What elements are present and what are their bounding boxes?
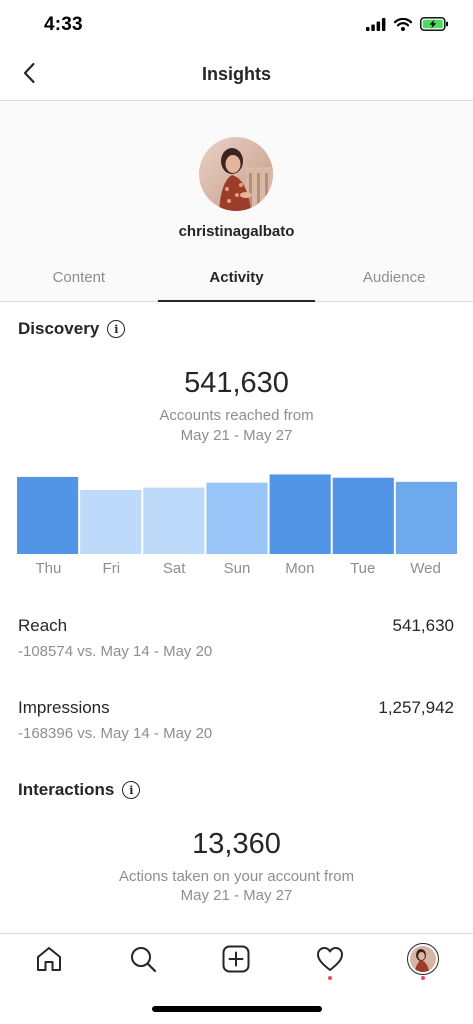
accounts-reached-value: 541,630 [184, 367, 289, 399]
home-icon [35, 945, 63, 978]
profile-notification-dot [421, 976, 425, 980]
info-icon[interactable]: i [107, 320, 126, 338]
chart-bar-wed[interactable] [395, 481, 457, 554]
chart-bar-sun[interactable] [206, 482, 268, 554]
interactions-title: Interactions [18, 780, 115, 799]
reach-comparison: -108574 vs. May 14 - May 20 [18, 643, 213, 660]
add-post-icon [222, 945, 250, 978]
chevron-left-icon [22, 62, 36, 89]
chart-label-fri: Fri [102, 560, 121, 577]
battery-charging-icon [420, 17, 449, 36]
new-post-tab[interactable] [219, 944, 253, 978]
insights-tabs: Content Activity Audience [0, 259, 473, 302]
chart-label-tue: Tue [350, 560, 376, 577]
chart-bar-fri[interactable] [80, 490, 142, 554]
actions-taken-caption: Actions taken on your account from [118, 868, 355, 885]
page-title: Insights [201, 64, 271, 84]
status-time: 4:33 [44, 14, 83, 35]
actions-taken-value: 13,360 [192, 828, 281, 860]
info-icon[interactable]: i [122, 781, 141, 799]
profile-avatar [407, 942, 439, 980]
profile-tab[interactable] [406, 942, 440, 980]
reach-row: Reach 541,630 -108574 vs. May 14 - May 2… [18, 616, 454, 660]
impressions-comparison: -168396 vs. May 14 - May 20 [18, 725, 213, 742]
tab-content[interactable]: Content [52, 269, 106, 286]
wifi-icon [393, 17, 413, 36]
tab-audience[interactable]: Audience [362, 269, 426, 286]
actions-taken-date-range: May 21 - May 27 [180, 887, 293, 904]
status-bar: 4:33 [0, 0, 473, 50]
header-bar: Insights [0, 50, 473, 101]
activity-tab[interactable] [313, 944, 347, 978]
impressions-row: Impressions 1,257,942 -168396 vs. May 14… [18, 698, 454, 742]
chart-label-sun: Sun [223, 560, 251, 577]
reach-value: 541,630 [392, 616, 454, 635]
chart-day-labels: Thu Fri Sat Sun Mon Tue Wed [17, 560, 457, 580]
accounts-reached-date-range: May 21 - May 27 [180, 427, 293, 444]
interactions-heading: Interactions i [18, 780, 141, 800]
chart-bar-tue[interactable] [332, 477, 394, 554]
chart-label-thu: Thu [35, 560, 62, 577]
avatar [199, 137, 273, 211]
chart-label-mon: Mon [285, 560, 315, 577]
tab-activity[interactable]: Activity [157, 259, 316, 302]
chart-label-sat: Sat [162, 560, 186, 577]
chart-bar-thu[interactable] [17, 476, 79, 554]
discovery-heading: Discovery i [18, 319, 126, 339]
search-icon [129, 945, 157, 978]
home-indicator [152, 1006, 322, 1012]
status-icons [366, 17, 449, 36]
search-tab[interactable] [126, 944, 160, 978]
home-tab[interactable] [32, 944, 66, 978]
chart-bar-mon[interactable] [269, 474, 331, 554]
reach-bar-chart [17, 474, 457, 554]
cellular-signal-icon [366, 17, 386, 36]
impressions-label: Impressions [18, 698, 110, 717]
activity-notification-dot [328, 976, 332, 980]
profile-username: christinagalbato [178, 223, 295, 240]
back-button[interactable] [14, 60, 44, 90]
profile-area: christinagalbato Content Activity Audien… [0, 101, 473, 302]
discovery-title: Discovery [18, 319, 100, 338]
impressions-value: 1,257,942 [378, 698, 454, 717]
chart-bar-sat[interactable] [143, 487, 205, 554]
reach-label: Reach [18, 616, 68, 635]
accounts-reached-caption: Accounts reached from [159, 407, 314, 424]
activity-heart-icon [316, 946, 344, 977]
chart-label-wed: Wed [410, 560, 441, 577]
